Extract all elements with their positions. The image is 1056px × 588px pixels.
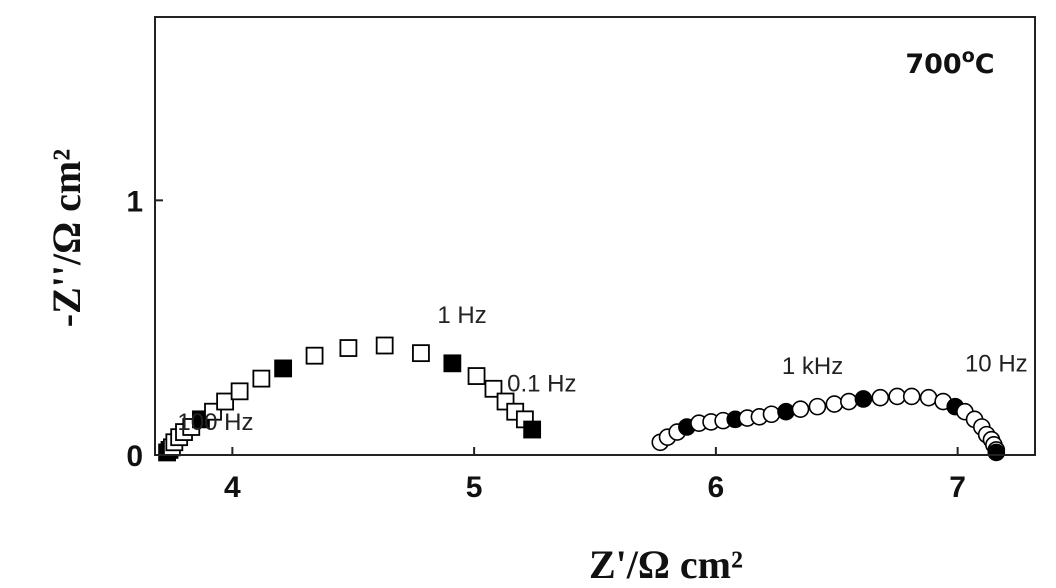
filled-square-marker xyxy=(274,359,293,378)
open-circle-marker xyxy=(808,397,827,416)
frequency-label: 100 Hz xyxy=(177,409,253,436)
filled-circle-marker xyxy=(777,402,795,421)
open-circle-marker xyxy=(902,387,921,406)
open-square-marker xyxy=(305,346,324,365)
y-tick-label: 0 xyxy=(126,440,143,473)
x-tick-label: 4 xyxy=(224,471,241,504)
temperature-degree: o xyxy=(962,45,975,67)
frequency-annotations: 1 Hz 0.1 Hz 100 Hz 1 kHz 10 Hz xyxy=(177,302,1027,436)
open-square-marker xyxy=(252,369,271,388)
y-axis-title: -Z''/Ω cm² xyxy=(44,149,89,327)
data-markers xyxy=(158,336,1006,462)
x-axis-ticks: 4 5 6 7 xyxy=(224,447,966,504)
x-axis-title: Z'/Ω cm² xyxy=(589,542,743,587)
temperature-label: 700oC xyxy=(905,45,994,80)
open-circle-marker xyxy=(762,405,781,424)
x-tick-label: 7 xyxy=(949,471,966,504)
x-tick-label: 6 xyxy=(708,471,725,504)
frequency-label: 1 kHz xyxy=(782,353,843,380)
y-tick-label: 1 xyxy=(126,185,143,218)
open-square-marker xyxy=(216,392,235,411)
y-axis-ticks: 01 xyxy=(126,185,163,473)
plot-frame xyxy=(154,16,1036,456)
temperature-unit: C xyxy=(975,49,995,80)
open-square-marker xyxy=(412,344,430,363)
filled-circle-marker xyxy=(987,443,1006,462)
open-square-marker xyxy=(375,336,394,355)
x-tick-label: 5 xyxy=(466,471,483,504)
filled-square-marker xyxy=(443,354,462,373)
open-circle-marker xyxy=(825,395,844,413)
frequency-label: 1 Hz xyxy=(437,302,486,329)
frequency-label: 0.1 Hz xyxy=(507,371,576,398)
open-square-marker xyxy=(339,339,358,357)
open-square-marker xyxy=(467,367,486,385)
open-circle-marker xyxy=(840,392,858,411)
open-circle-marker xyxy=(791,400,810,418)
open-circle-marker xyxy=(871,388,890,407)
filled-circle-marker xyxy=(854,390,873,408)
open-circle-marker xyxy=(888,387,906,406)
temperature-value: 700 xyxy=(905,49,961,80)
filled-square-marker xyxy=(523,420,542,439)
open-square-marker xyxy=(230,382,249,401)
frequency-label: 10 Hz xyxy=(965,350,1028,377)
open-circle-marker xyxy=(919,388,938,407)
